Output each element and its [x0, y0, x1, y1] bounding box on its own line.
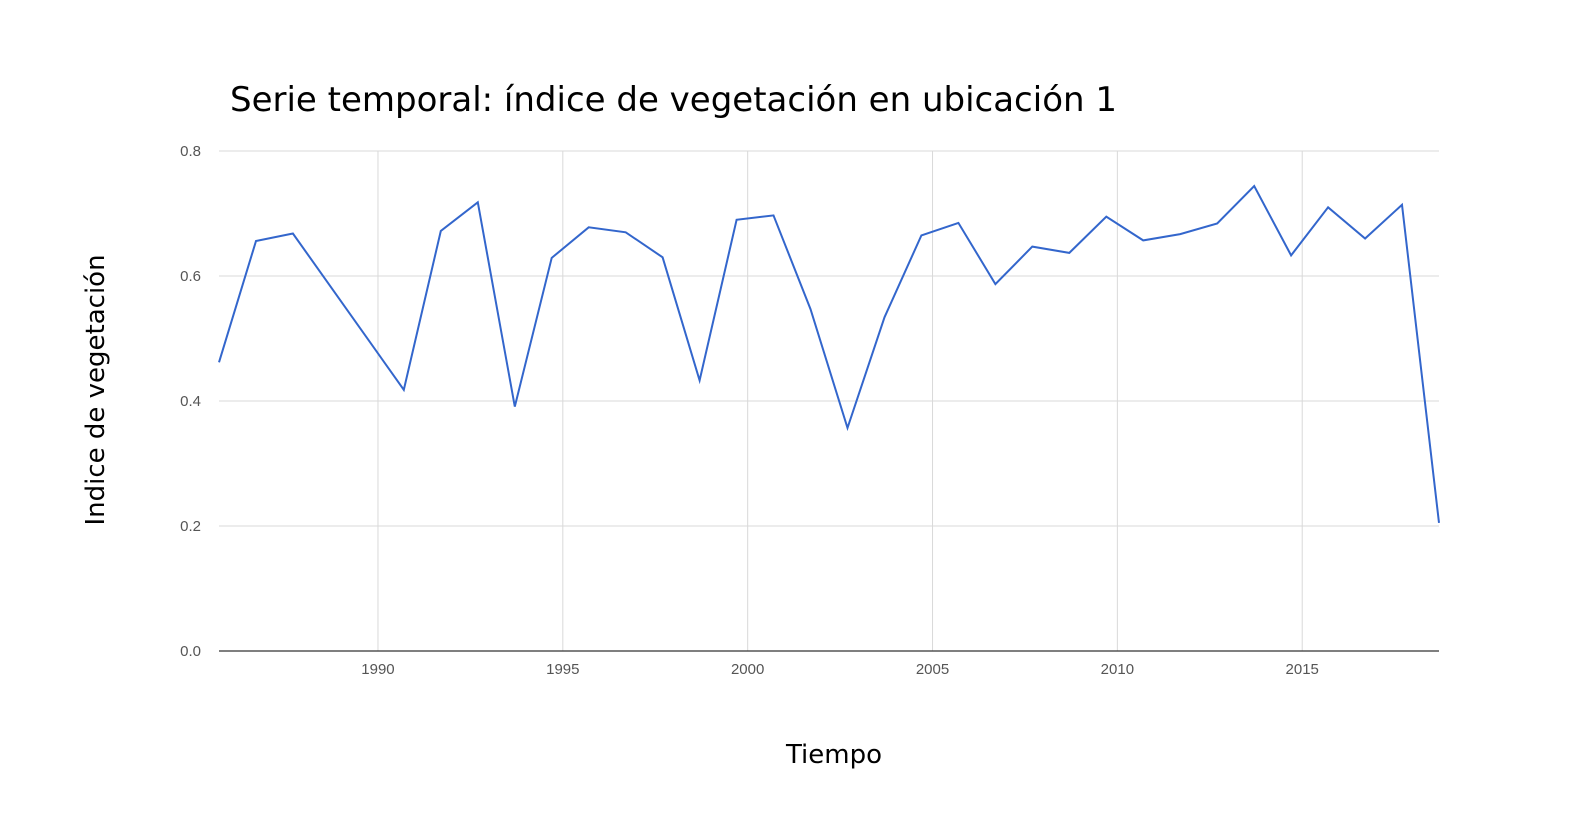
y-tick-label: 0.0 [180, 643, 201, 660]
x-tick-label: 2005 [916, 661, 949, 678]
x-tick-label: 1990 [361, 661, 394, 678]
x-tick-label: 2010 [1101, 661, 1134, 678]
y-axis-title: Indice de vegetación [81, 254, 111, 525]
y-tick-label: 0.6 [180, 268, 201, 285]
y-tick-label: 0.8 [180, 143, 201, 160]
x-axis-title: Tiempo [785, 740, 882, 770]
x-tick-label: 2015 [1286, 661, 1319, 678]
gridlines [219, 150, 1439, 651]
series-lines [218, 184, 1440, 524]
y-tick-label: 0.4 [180, 393, 201, 410]
x-tick-label: 2000 [731, 661, 764, 678]
y-tick-label: 0.2 [180, 518, 201, 535]
series-line [218, 184, 1440, 524]
tick-labels: 0.0 0.2 0.4 0.6 0.8 1990 1995 2000 2005 2010 2015 [180, 143, 1319, 678]
x-tick-label: 1995 [546, 661, 579, 678]
chart-title: Serie temporal: índice de vegetación en … [230, 80, 1117, 120]
